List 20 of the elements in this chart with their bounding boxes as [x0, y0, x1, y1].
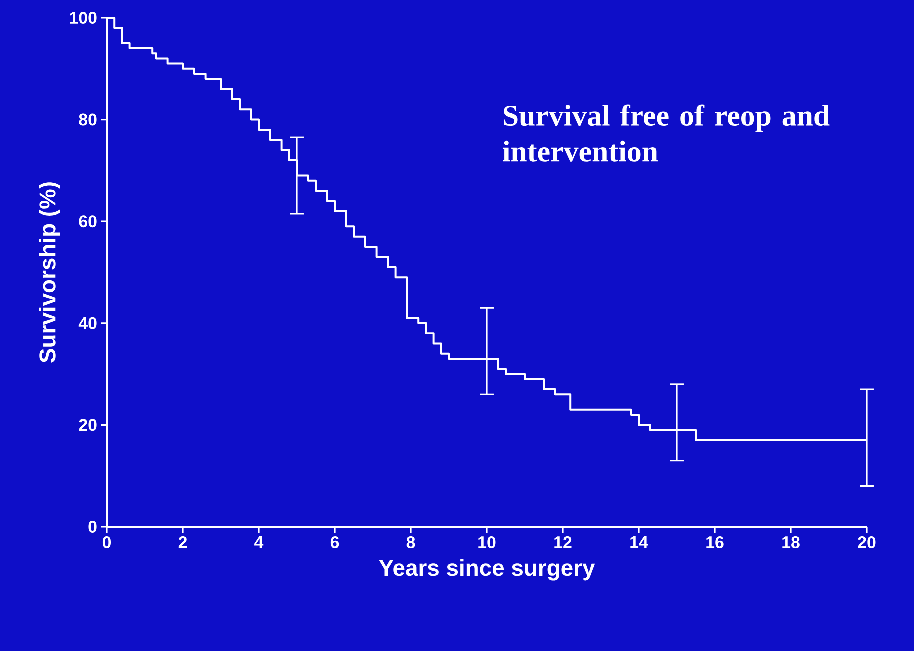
text: Survival free of reop and intervention — [503, 104, 830, 162]
y-tick-label: 100 — [70, 12, 97, 24]
x-tick-label: 2 — [178, 536, 188, 548]
y-tick-label: 60 — [79, 216, 97, 228]
x-tick-label: 14 — [630, 536, 648, 548]
x-tick-label: 4 — [254, 536, 264, 548]
x-tick-label: 8 — [406, 536, 416, 548]
x-tick-label: 12 — [554, 536, 572, 548]
x-tick-label: 16 — [706, 536, 724, 548]
y-axis-title: Survivorship (%) — [39, 182, 60, 363]
x-axis-title: Years since surgery — [379, 559, 596, 581]
x-tick-label: 6 — [330, 536, 340, 548]
y-tick-label: 20 — [79, 419, 97, 432]
x-tick-label: 10 — [478, 536, 496, 548]
y-tick-label: 40 — [78, 317, 97, 330]
y-tick-label: 0 — [88, 520, 97, 533]
x-tick-label: 18 — [782, 536, 800, 548]
x-tick-label: 0 — [102, 536, 112, 548]
x-tick-label: 20 — [858, 536, 876, 548]
y-tick-label: 80 — [79, 114, 97, 126]
